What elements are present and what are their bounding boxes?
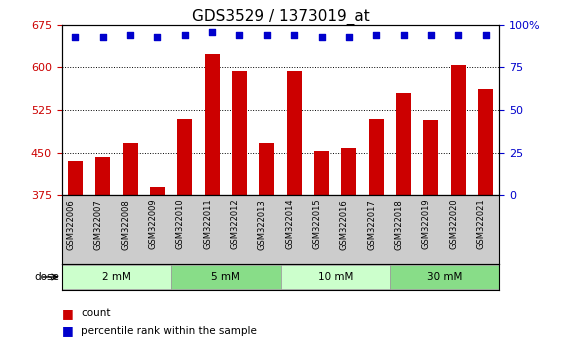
Bar: [171, 265, 280, 289]
Text: GSM322021: GSM322021: [477, 199, 486, 250]
Bar: [424, 120, 439, 195]
Point: [208, 29, 217, 34]
Bar: [122, 143, 137, 195]
Point: [153, 34, 162, 40]
Point: [372, 32, 381, 38]
Text: GSM322014: GSM322014: [285, 199, 294, 250]
Text: GSM322008: GSM322008: [121, 199, 130, 250]
Bar: [390, 265, 499, 289]
Point: [317, 34, 326, 40]
Bar: [95, 157, 111, 195]
Text: 2 mM: 2 mM: [102, 272, 131, 282]
Text: GSM322020: GSM322020: [449, 199, 458, 250]
Bar: [150, 187, 165, 195]
Bar: [450, 64, 466, 195]
Title: GDS3529 / 1373019_at: GDS3529 / 1373019_at: [192, 8, 369, 25]
Text: GSM322016: GSM322016: [340, 199, 349, 250]
Bar: [396, 93, 411, 195]
Point: [399, 32, 408, 38]
Bar: [205, 55, 220, 195]
Bar: [62, 265, 171, 289]
Text: GSM322013: GSM322013: [258, 199, 267, 250]
Point: [289, 32, 298, 38]
Bar: [280, 265, 390, 289]
Text: 10 mM: 10 mM: [318, 272, 353, 282]
Point: [71, 34, 80, 40]
Point: [263, 32, 272, 38]
Text: percentile rank within the sample: percentile rank within the sample: [81, 326, 257, 336]
Point: [180, 32, 189, 38]
Text: dose: dose: [34, 272, 59, 282]
Point: [344, 34, 353, 40]
Text: GSM322011: GSM322011: [203, 199, 212, 250]
Bar: [177, 119, 192, 195]
Point: [454, 32, 463, 38]
Point: [98, 34, 107, 40]
Text: GSM322017: GSM322017: [367, 199, 376, 250]
Point: [481, 32, 490, 38]
Bar: [341, 148, 356, 195]
Text: GSM322012: GSM322012: [231, 199, 240, 250]
Bar: [232, 71, 247, 195]
Bar: [287, 71, 302, 195]
Text: GSM322006: GSM322006: [66, 199, 75, 250]
Text: ■: ■: [62, 307, 73, 320]
Text: GSM322018: GSM322018: [394, 199, 403, 250]
Point: [126, 32, 135, 38]
Bar: [259, 143, 274, 195]
Text: GSM322019: GSM322019: [422, 199, 431, 250]
Text: ■: ■: [62, 325, 73, 337]
Bar: [68, 161, 83, 195]
Text: GSM322015: GSM322015: [312, 199, 321, 250]
Text: GSM322010: GSM322010: [176, 199, 185, 250]
Text: GSM322007: GSM322007: [94, 199, 103, 250]
Text: count: count: [81, 308, 111, 318]
Text: GSM322009: GSM322009: [149, 199, 158, 250]
Bar: [369, 119, 384, 195]
Point: [235, 32, 244, 38]
Text: 5 mM: 5 mM: [211, 272, 240, 282]
Bar: [314, 151, 329, 195]
Point: [426, 32, 435, 38]
Bar: [478, 89, 493, 195]
Text: 30 mM: 30 mM: [427, 272, 462, 282]
